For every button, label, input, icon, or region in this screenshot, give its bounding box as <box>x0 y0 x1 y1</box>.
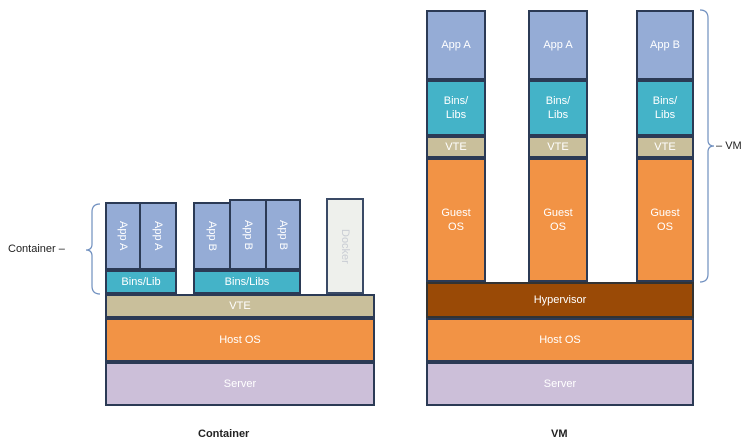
container-app-b-3: App B <box>265 199 301 270</box>
vm-col3-bins: Bins/ Libs <box>636 80 694 136</box>
docker-engine: Docker <box>326 198 364 294</box>
container-bins-lib: Bins/Lib <box>105 270 177 294</box>
vm-hypervisor: Hypervisor <box>426 282 694 318</box>
vm-host-os: Host OS <box>426 318 694 362</box>
container-app-a-1: App A <box>105 202 141 270</box>
vm-col1-vte: VTE <box>426 136 486 158</box>
container-app-b-1: App B <box>193 202 231 270</box>
container-caption: Container <box>198 428 250 440</box>
vm-col2-vte: VTE <box>528 136 588 158</box>
container-bins-libs: Bins/Libs <box>193 270 301 294</box>
vm-col3-guest-os: Guest OS <box>636 158 694 282</box>
container-app-a-2: App A <box>139 202 177 270</box>
container-bracket-label: Container – <box>8 243 65 255</box>
vm-server: Server <box>426 362 694 406</box>
vm-caption: VM <box>551 428 568 440</box>
vm-col2-guest-os: Guest OS <box>528 158 588 282</box>
container-app-b-2: App B <box>229 199 267 270</box>
vm-col2-bins: Bins/ Libs <box>528 80 588 136</box>
vm-col1-guest-os: Guest OS <box>426 158 486 282</box>
container-bracket <box>85 203 101 295</box>
vm-bracket-label: – VM <box>716 140 742 152</box>
vm-col3-app: App B <box>636 10 694 80</box>
container-vte: VTE <box>105 294 375 318</box>
vm-col2-app: App A <box>528 10 588 80</box>
vm-bracket <box>699 9 715 283</box>
container-server: Server <box>105 362 375 406</box>
container-host-os: Host OS <box>105 318 375 362</box>
vm-col1-bins: Bins/ Libs <box>426 80 486 136</box>
vm-col3-vte: VTE <box>636 136 694 158</box>
vm-col1-app: App A <box>426 10 486 80</box>
